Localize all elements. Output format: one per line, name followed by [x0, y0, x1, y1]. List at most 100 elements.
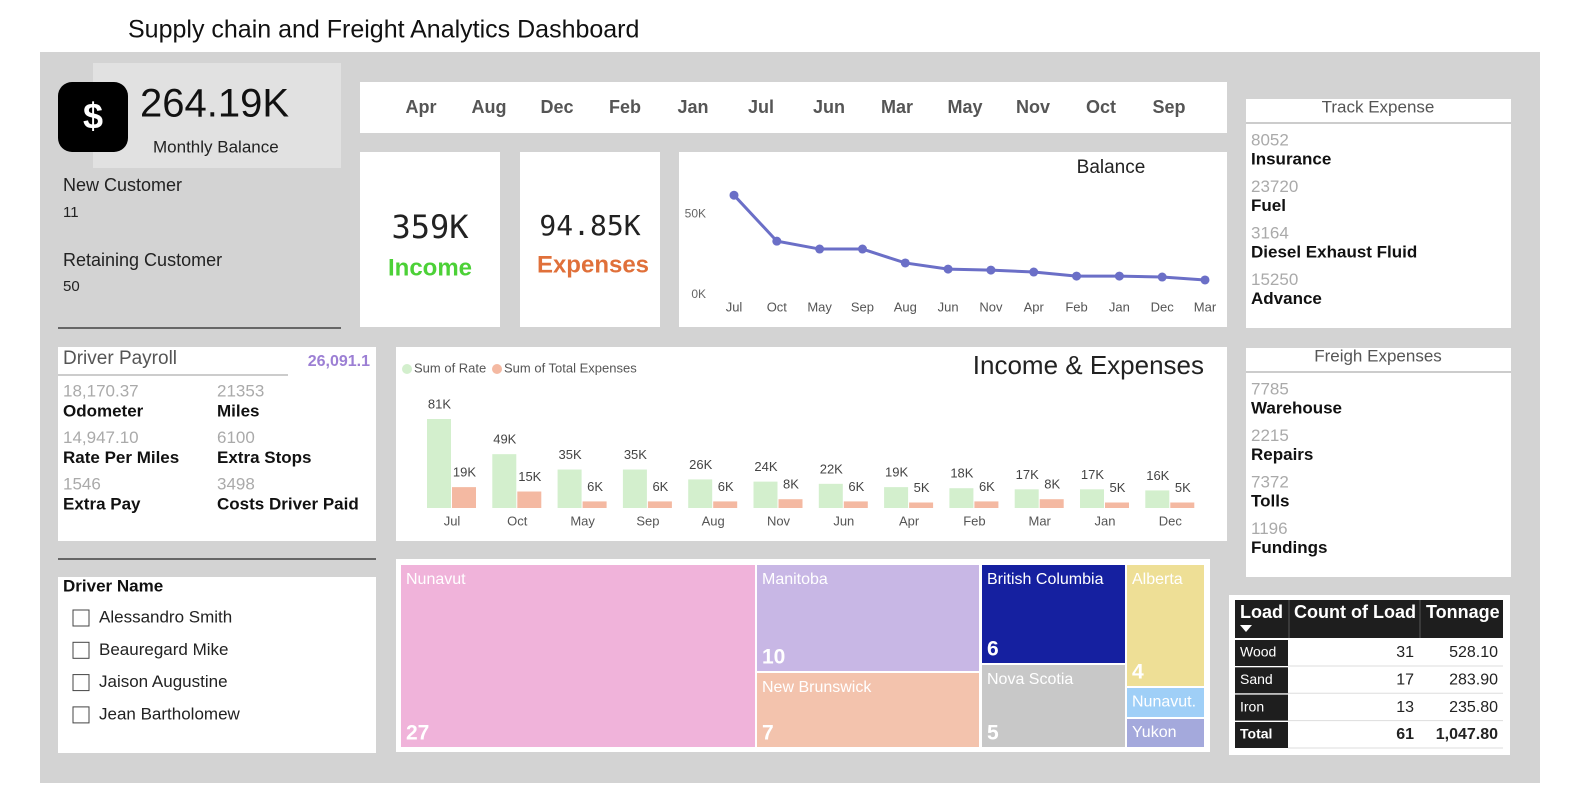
- bar: [647, 501, 672, 508]
- track-expense-title: Track Expense: [1322, 97, 1435, 116]
- x-tick-label: Jan: [1095, 513, 1116, 528]
- x-tick-label: Apr: [899, 513, 920, 528]
- bar: [452, 487, 476, 508]
- balance-point: [729, 190, 739, 200]
- column-header: Load: [1240, 602, 1283, 622]
- payroll-value: 1546: [63, 474, 101, 493]
- balance-point: [900, 258, 910, 268]
- icon: $: [83, 96, 103, 137]
- treemap-tile: [401, 565, 755, 747]
- data-label: 22K: [820, 461, 843, 476]
- x-tick-label: Dec: [1159, 513, 1183, 528]
- month-button[interactable]: Sep: [1152, 97, 1185, 117]
- bar: [1145, 490, 1170, 508]
- x-tick-label: Mar: [1029, 513, 1052, 528]
- y-tick-label: 0K: [691, 287, 706, 301]
- bar: [517, 491, 542, 508]
- payroll-label: Rate Per Miles: [63, 448, 179, 467]
- expenses-label: Expenses: [537, 251, 649, 278]
- month-slicer: [360, 82, 1227, 133]
- treemap-tile: [1127, 565, 1204, 686]
- data-label: 17K: [1081, 467, 1104, 482]
- month-button[interactable]: Aug: [472, 97, 507, 117]
- customer-label: New Customer: [63, 175, 182, 195]
- payroll-label: Extra Stops: [217, 448, 311, 467]
- month-button[interactable]: May: [947, 97, 982, 117]
- data-label: 17K: [1016, 467, 1039, 482]
- tile-value: 6: [987, 638, 999, 661]
- total-count: 61: [1396, 726, 1414, 743]
- data-label: 6K: [718, 479, 734, 494]
- x-tick-label: Nov: [979, 299, 1003, 314]
- bar: [778, 499, 803, 508]
- month-button[interactable]: Dec: [540, 97, 573, 117]
- freight-expense-value: 1196: [1251, 519, 1288, 538]
- kpi-value: 264.19K: [140, 82, 289, 126]
- freight-expense-card: [1246, 348, 1511, 577]
- month-button[interactable]: Jul: [748, 97, 774, 117]
- bar: [884, 487, 909, 508]
- month-button[interactable]: Jun: [813, 97, 845, 117]
- data-label: 6K: [587, 479, 603, 494]
- driver-option[interactable]: Jean Bartholomew: [99, 704, 241, 723]
- customer-value: 50: [63, 278, 80, 295]
- payroll-value: 21353: [217, 381, 264, 400]
- payroll-label: Miles: [217, 401, 260, 420]
- data-label: 5K: [914, 480, 930, 495]
- x-tick-label: Dec: [1151, 299, 1175, 314]
- driver-option[interactable]: Alessandro Smith: [99, 607, 232, 626]
- checkbox: [72, 641, 90, 659]
- x-tick-label: Sep: [851, 299, 874, 314]
- track-expense-card: [1246, 99, 1511, 328]
- payroll-label: Costs Driver Paid: [217, 494, 359, 513]
- driver-card: [58, 577, 376, 753]
- bar: [1039, 499, 1064, 508]
- balance-point: [1157, 272, 1167, 282]
- month-button[interactable]: Oct: [1086, 97, 1116, 117]
- tile-label: Nunavut: [406, 571, 466, 588]
- bar: [622, 469, 647, 508]
- payroll-label: Odometer: [63, 401, 144, 420]
- payroll-total: 26,091.1: [308, 353, 370, 370]
- row-count: 13: [1396, 699, 1414, 716]
- column-header: Tonnage: [1426, 602, 1500, 622]
- tile-value: 27: [406, 722, 429, 745]
- payroll-title: Driver Payroll: [63, 348, 177, 369]
- freight-expense-value: 7785: [1251, 379, 1289, 398]
- x-tick-label: Feb: [1065, 299, 1087, 314]
- track-expense-value: 23720: [1251, 177, 1298, 196]
- freight-expense-value: 2215: [1251, 426, 1289, 445]
- balance-card: [679, 152, 1227, 327]
- payroll-value: 18,170.37: [63, 381, 139, 400]
- month-button[interactable]: Apr: [406, 97, 437, 117]
- income-card: [360, 152, 500, 327]
- data-label: 35K: [559, 447, 582, 462]
- month-button[interactable]: Feb: [609, 97, 641, 117]
- x-tick-label: May: [807, 299, 832, 314]
- data-label: 16K: [1146, 468, 1169, 483]
- balance-point: [772, 236, 782, 246]
- month-button[interactable]: Nov: [1016, 97, 1050, 117]
- treemap-tile: [757, 673, 979, 747]
- balance-point: [857, 244, 867, 254]
- bar: [713, 501, 738, 508]
- data-label: 81K: [428, 396, 451, 411]
- freight-expense-label: Tolls: [1251, 491, 1289, 510]
- balance-point: [1029, 267, 1039, 277]
- month-button[interactable]: Mar: [881, 97, 913, 117]
- icon-box: [58, 82, 128, 152]
- month-button[interactable]: Jan: [677, 97, 708, 117]
- driver-option[interactable]: Beauregard Mike: [99, 640, 228, 659]
- payroll-label: Extra Pay: [63, 494, 141, 513]
- x-tick-label: Feb: [963, 513, 985, 528]
- driver-option[interactable]: Jaison Augustine: [99, 672, 228, 691]
- bar: [492, 454, 517, 508]
- x-tick-label: Nov: [767, 513, 791, 528]
- treemap-tile: [982, 665, 1125, 747]
- data-label: 5K: [1110, 480, 1126, 495]
- row-label: Iron: [1240, 698, 1264, 714]
- tile-label: New Brunswick: [762, 679, 872, 696]
- chart-title: Income & Expenses: [973, 350, 1204, 380]
- bar: [974, 501, 999, 508]
